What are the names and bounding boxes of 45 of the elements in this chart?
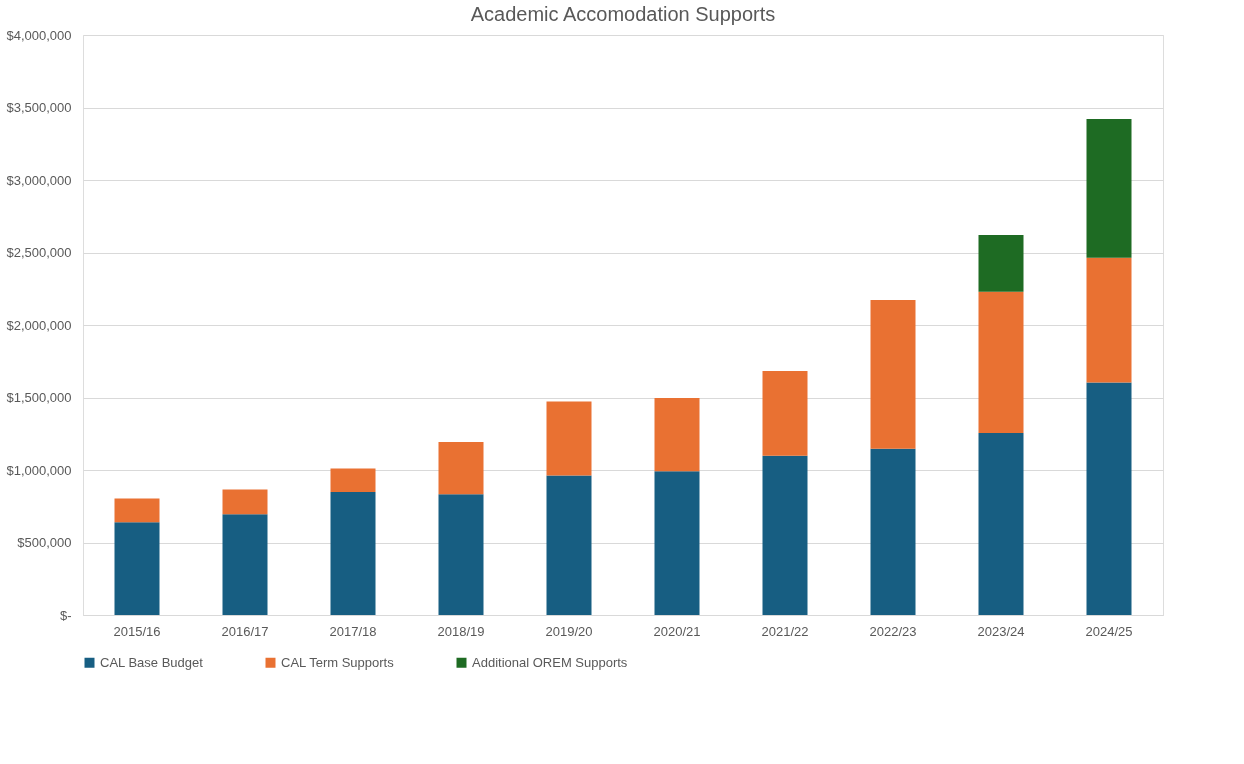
bar xyxy=(870,448,916,615)
x-tick-label: 2017/18 xyxy=(329,623,377,639)
bar xyxy=(438,442,484,495)
y-tick-label: $3,000,000 xyxy=(6,172,72,188)
bar xyxy=(762,455,808,615)
x-tick-label: 2019/20 xyxy=(545,623,593,639)
bar xyxy=(438,494,484,615)
x-tick-label: 2021/22 xyxy=(761,623,809,639)
bar xyxy=(1086,382,1132,615)
y-tick-label: $- xyxy=(59,607,72,623)
y-tick-label: $4,000,000 xyxy=(6,27,72,43)
bar xyxy=(978,433,1024,615)
bar xyxy=(654,471,700,615)
y-tick-label: $2,000,000 xyxy=(6,317,72,333)
bar xyxy=(978,235,1024,292)
y-tick-label: $2,500,000 xyxy=(6,245,72,260)
x-tick-label: 2023/24 xyxy=(977,623,1025,639)
bar xyxy=(546,401,592,476)
legend-label: Additional OREM Supports xyxy=(472,654,628,670)
bar xyxy=(870,300,916,449)
x-tick-label: 2022/23 xyxy=(869,623,917,639)
x-tick-label: 2016/17 xyxy=(221,623,269,639)
bar xyxy=(1086,118,1132,258)
bar xyxy=(330,468,376,493)
bar xyxy=(654,398,700,472)
chart-title: Academic Accomodation Supports xyxy=(470,3,776,25)
bar xyxy=(978,291,1024,434)
x-tick-label: 2024/25 xyxy=(1085,623,1133,639)
y-tick-label: $3,500,000 xyxy=(6,100,72,115)
x-tick-label: 2015/16 xyxy=(113,623,161,639)
y-tick-label: $1,000,000 xyxy=(6,462,72,478)
bar xyxy=(222,514,268,615)
bar xyxy=(114,498,160,523)
x-tick-label: 2020/21 xyxy=(653,623,701,639)
bar xyxy=(330,492,376,615)
bar xyxy=(222,489,268,515)
legend-label: CAL Base Budget xyxy=(100,654,204,670)
legend-label: CAL Term Supports xyxy=(281,654,395,670)
bar xyxy=(1086,257,1132,383)
y-tick-label: $500,000 xyxy=(17,535,72,550)
y-tick-label: $1,500,000 xyxy=(6,390,72,405)
bar xyxy=(762,370,808,456)
x-tick-label: 2018/19 xyxy=(437,623,485,639)
bar xyxy=(114,522,160,615)
bar xyxy=(546,475,592,615)
